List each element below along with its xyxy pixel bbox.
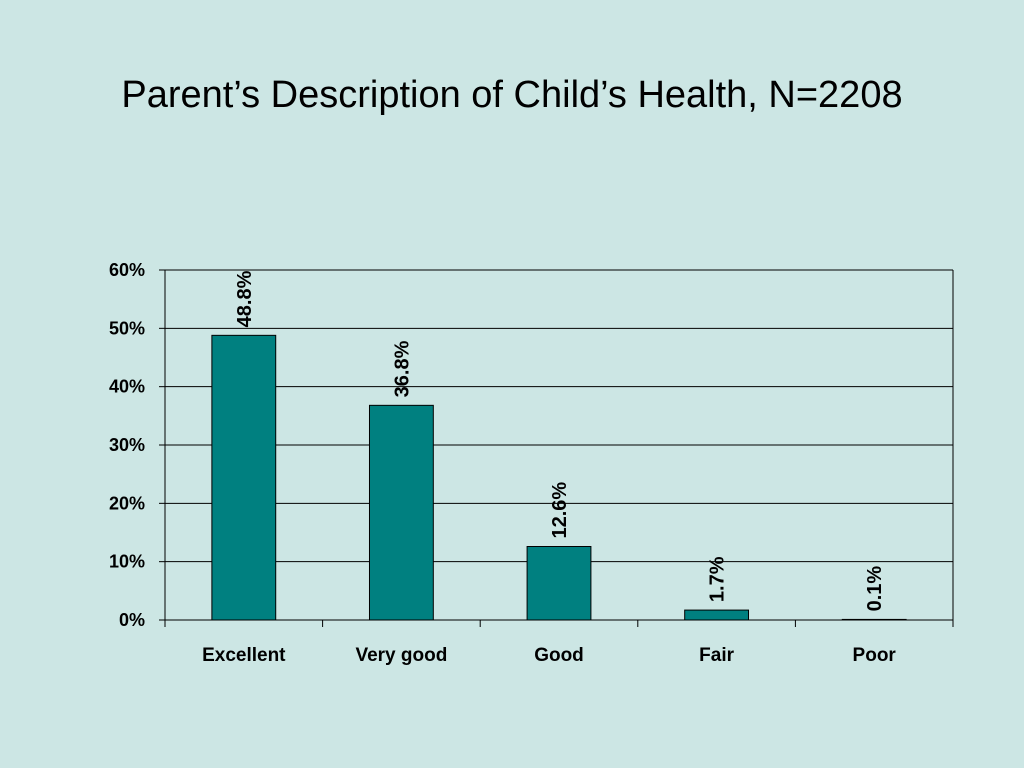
x-tick-label: Poor	[853, 645, 897, 666]
bar	[211, 334, 277, 621]
labels: 0% 10% 20% 30% 40% 50% 60% Excellent 48.8% Very g…	[109, 260, 896, 666]
data-label: 48.8%	[234, 270, 256, 327]
x-tick-label: Fair	[699, 645, 734, 666]
bar	[684, 609, 750, 621]
bar	[368, 404, 434, 621]
chart-title: Parent’s Description of Child’s Health, …	[121, 74, 903, 116]
axes	[159, 269, 954, 627]
bars	[211, 334, 907, 621]
data-label: 12.6%	[549, 482, 571, 539]
y-tick-label: 50%	[109, 318, 145, 338]
y-tick-label: 0%	[119, 610, 145, 630]
y-tick-label: 10%	[109, 552, 145, 572]
data-label: 36.8%	[391, 340, 413, 397]
data-label: 0.1%	[864, 566, 886, 612]
y-tick-label: 30%	[109, 435, 145, 455]
bar	[526, 546, 592, 621]
y-tick-label: 20%	[109, 493, 145, 513]
x-tick-label: Very good	[355, 645, 447, 666]
x-tick-label: Excellent	[202, 645, 286, 666]
x-tick-label: Good	[534, 645, 584, 666]
y-tick-label: 40%	[109, 377, 145, 397]
data-label: 1.7%	[707, 556, 729, 602]
y-tick-label: 60%	[109, 260, 145, 280]
